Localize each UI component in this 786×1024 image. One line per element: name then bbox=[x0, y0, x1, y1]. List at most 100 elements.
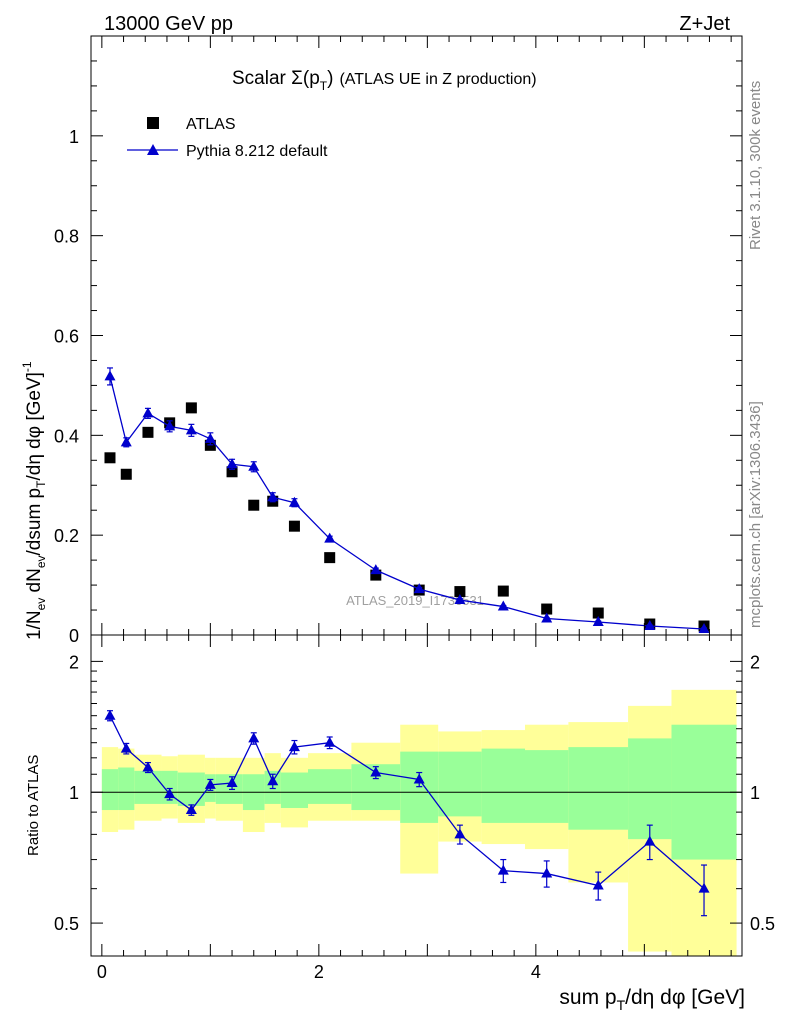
band-inner-bin bbox=[118, 767, 135, 811]
band-inner-bin bbox=[481, 748, 525, 823]
main-ytick-label: 0.8 bbox=[54, 227, 79, 247]
band-inner-bin bbox=[177, 772, 205, 806]
ratio-mc-point bbox=[454, 828, 466, 839]
band-inner-bin bbox=[628, 738, 672, 840]
data-point bbox=[497, 585, 509, 597]
mc-point bbox=[698, 623, 710, 634]
ratio-ytick-label-left: 2 bbox=[69, 652, 79, 672]
main-ytick-label: 1 bbox=[69, 127, 79, 147]
header-right: Z+Jet bbox=[679, 13, 730, 35]
mc-point bbox=[454, 594, 466, 605]
ratio-ytick-label-left: 0.5 bbox=[54, 914, 79, 934]
ratio-mc-point bbox=[592, 879, 604, 890]
mc-point bbox=[164, 420, 176, 431]
ratio-mc-point bbox=[120, 742, 132, 753]
data-point bbox=[454, 586, 466, 598]
title-suffix: (ATLAS UE in Z production) bbox=[339, 71, 536, 88]
ratio-mc-point bbox=[497, 864, 509, 875]
ratio-mc-point bbox=[541, 867, 553, 878]
ratio-mc-point bbox=[324, 736, 336, 747]
mc-point bbox=[142, 407, 154, 418]
plot-title: Scalar Σ(pT) (ATLAS UE in Z production) bbox=[232, 68, 537, 93]
ratio-mc-point bbox=[204, 778, 216, 789]
ratio-ytick-label-right: 2 bbox=[750, 652, 760, 672]
ratio-frame bbox=[90, 634, 743, 957]
band-inner-bin bbox=[438, 751, 482, 817]
ratio-mc-point bbox=[164, 788, 176, 799]
main-ytick-label: 0 bbox=[69, 626, 79, 646]
mc-point bbox=[413, 583, 425, 594]
mc-point bbox=[104, 370, 116, 381]
data-point bbox=[370, 569, 382, 581]
axis-ticks bbox=[91, 35, 742, 956]
axis-tick-labels: 0 0.2 0.4 0.6 0.8 1 0 2 4 0.5 0.5 1 1 2 2 bbox=[54, 127, 775, 982]
mc-line bbox=[109, 376, 705, 630]
data-point bbox=[185, 402, 197, 414]
band-inner-bin bbox=[400, 751, 439, 823]
mc-point bbox=[541, 612, 553, 623]
legend: ATLAS Pythia 8.212 default bbox=[127, 116, 328, 160]
ratio-mc-point bbox=[698, 882, 710, 893]
ratio-ylabel: Ratio to ATLAS bbox=[25, 755, 42, 856]
header-left: 13000 GeV pp bbox=[104, 13, 233, 35]
data-point bbox=[248, 499, 260, 511]
mc-point bbox=[370, 564, 382, 575]
main-ylabel: 1/Nev dNev/dsum pT/dη dφ [GeV]-1 bbox=[20, 361, 48, 640]
band-inner-bin bbox=[308, 769, 352, 804]
mc-point bbox=[644, 620, 656, 631]
mc-point bbox=[288, 496, 300, 507]
ratio-mc-point bbox=[226, 777, 238, 788]
ratio-mc-point bbox=[267, 775, 279, 786]
band-inner-bin bbox=[525, 750, 569, 823]
mc-point bbox=[248, 460, 260, 471]
ratio-mc-series bbox=[104, 709, 710, 917]
legend-mc-label: Pythia 8.212 default bbox=[186, 143, 328, 160]
legend-mc-marker bbox=[147, 144, 159, 155]
main-ytick-label: 0.6 bbox=[54, 327, 79, 347]
ratio-mc-point bbox=[288, 741, 300, 752]
mc-point bbox=[204, 432, 216, 443]
mc-point bbox=[497, 600, 509, 611]
xtick-label: 0 bbox=[97, 962, 107, 982]
title-sub: T bbox=[320, 79, 328, 93]
ratio-bands bbox=[101, 689, 737, 956]
data-point bbox=[142, 426, 154, 438]
ratio-mc-point bbox=[644, 835, 656, 846]
band-inner-bin bbox=[280, 772, 308, 808]
data-point bbox=[120, 468, 132, 480]
legend-data-label: ATLAS bbox=[186, 116, 236, 133]
xlabel: sum pT/dη dφ [GeV] bbox=[559, 986, 745, 1013]
mc-point bbox=[324, 532, 336, 543]
mc-point bbox=[120, 436, 132, 447]
mcplots-label: mcplots.cern.ch [arXiv:1306.3436] bbox=[747, 401, 764, 628]
data-point bbox=[288, 520, 300, 532]
data-point bbox=[541, 603, 553, 615]
ratio-mc-point bbox=[142, 761, 154, 772]
band-inner-bin bbox=[101, 769, 119, 811]
ratio-mc-point bbox=[185, 804, 197, 815]
main-ytick-label: 0.2 bbox=[54, 526, 79, 546]
data-point bbox=[104, 452, 116, 464]
main-ytick-label: 0.4 bbox=[54, 426, 79, 446]
ratio-ytick-label-left: 1 bbox=[69, 783, 79, 803]
legend-data-marker bbox=[147, 117, 159, 129]
mc-point bbox=[267, 491, 279, 502]
ratio-mc-point bbox=[370, 766, 382, 777]
title-sigma: Σ(p bbox=[291, 68, 320, 89]
ratio-ytick-label-right: 1 bbox=[750, 783, 760, 803]
xtick-label: 2 bbox=[314, 962, 324, 982]
ratio-mc-point bbox=[413, 773, 425, 784]
title-close: ) bbox=[327, 68, 333, 89]
data-point bbox=[226, 466, 238, 478]
data-point bbox=[324, 552, 336, 564]
ratio-mc-point bbox=[248, 732, 260, 743]
xtick-label: 4 bbox=[531, 962, 541, 982]
data-point bbox=[592, 607, 604, 619]
ratio-ytick-label-right: 0.5 bbox=[750, 914, 775, 934]
mc-point bbox=[592, 616, 604, 627]
mc-point bbox=[226, 458, 238, 469]
band-inner-bin bbox=[134, 770, 162, 804]
rivet-label: Rivet 3.1.10, 300k events bbox=[747, 81, 764, 250]
band-inner-bin bbox=[568, 747, 629, 830]
